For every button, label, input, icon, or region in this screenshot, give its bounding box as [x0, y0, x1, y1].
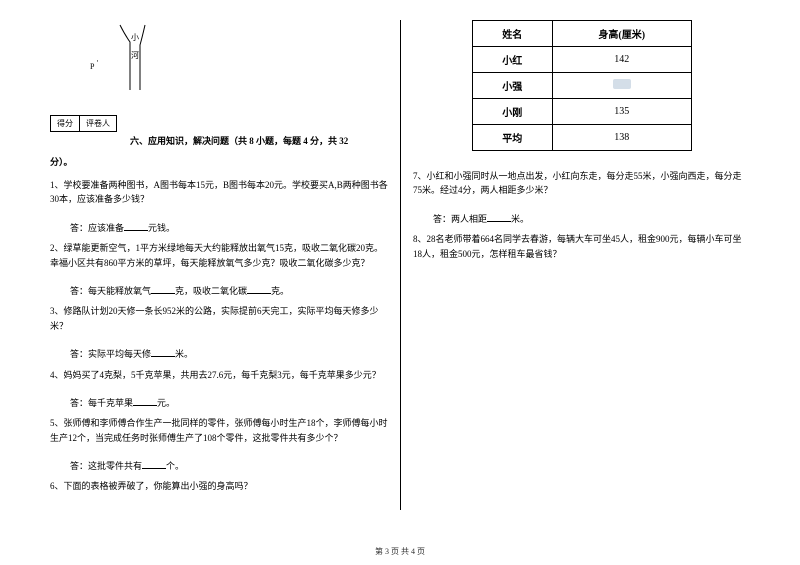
left-column: 小 河 · P 得分 评卷人 六、应用知识，解决问题（共 8 小题，每题 4 分…: [40, 20, 400, 510]
cell-name: 小强: [472, 73, 552, 99]
header-name: 姓名: [472, 21, 552, 47]
diagram-label-he: 河: [131, 50, 139, 61]
ans4-suffix: 元。: [157, 398, 175, 408]
question-6: 6、下面的表格被弄破了，你能算出小强的身高吗？: [50, 479, 388, 493]
right-column: 姓名 身高(厘米) 小红 142 小强 小刚 135 平均 138 7、小红和小…: [400, 20, 760, 510]
table-row: 小刚 135: [472, 99, 691, 125]
score-box: 得分 评卷人: [50, 115, 388, 132]
cell-value-smudge: [552, 73, 691, 99]
ans3-prefix: 答：实际平均每天修: [70, 349, 151, 359]
ans5-suffix: 个。: [166, 461, 184, 471]
question-2: 2、绿草能更新空气，1平方米绿地每天大约能释放出氧气15克，吸收二氧化碳20克。…: [50, 241, 388, 270]
question-8: 8、28名老师带着664名同学去春游，每辆大车可坐45人，租金900元，每辆小车…: [413, 232, 750, 261]
answer-1: 答：应该准备 元钱。: [70, 221, 388, 235]
blank: [133, 396, 157, 406]
ans3-suffix: 米。: [175, 349, 193, 359]
cell-value: 142: [552, 47, 691, 73]
diagram-point-dot: ·: [96, 56, 99, 66]
page-footer: 第 3 页 共 4 页: [0, 546, 800, 557]
score-label: 得分: [50, 115, 80, 132]
cell-value: 138: [552, 125, 691, 151]
question-1: 1、学校要准备两种图书，A图书每本15元，B图书每本20元。学校要买A,B两种图…: [50, 178, 388, 207]
smudge-icon: [613, 79, 631, 89]
question-5: 5、张师傅和李师傅合作生产一批同样的零件，张师傅每小时生产18个，李师傅每小时生…: [50, 416, 388, 445]
section-title-line2: 分）。: [50, 155, 388, 168]
ans2-mid: 克，吸收二氧化碳: [175, 286, 247, 296]
blank: [151, 284, 175, 294]
table-header-row: 姓名 身高(厘米): [472, 21, 691, 47]
blank: [151, 347, 175, 357]
question-4: 4、妈妈买了4克梨，5千克苹果，共用去27.6元，每千克梨3元，每千克苹果多少元…: [50, 368, 388, 382]
header-height: 身高(厘米): [552, 21, 691, 47]
answer-7: 答：两人相距 米。: [433, 212, 750, 226]
table-row: 平均 138: [472, 125, 691, 151]
cell-value: 135: [552, 99, 691, 125]
answer-4: 答：每千克苹果 元。: [70, 396, 388, 410]
ans7-prefix: 答：两人相距: [433, 214, 487, 224]
grader-label: 评卷人: [80, 115, 117, 132]
page-content: 小 河 · P 得分 评卷人 六、应用知识，解决问题（共 8 小题，每题 4 分…: [0, 0, 800, 520]
answer-3: 答：实际平均每天修 米。: [70, 347, 388, 361]
question-3: 3、修路队计划20天修一条长952米的公路，实际提前6天完工，实际平均每天修多少…: [50, 304, 388, 333]
ans5-prefix: 答：这批零件共有: [70, 461, 142, 471]
blank: [124, 221, 148, 231]
question-7: 7、小红和小强同时从一地点出发，小红向东走，每分走55米，小强向西走，每分走75…: [413, 169, 750, 198]
blank: [142, 459, 166, 469]
ans1-prefix: 答：应该准备: [70, 223, 124, 233]
ans2-prefix: 答：每天能释放氧气: [70, 286, 151, 296]
section-title-line1: 六、应用知识，解决问题（共 8 小题，每题 4 分，共 32: [130, 134, 388, 147]
ans2-suffix: 克。: [271, 286, 289, 296]
ans4-prefix: 答：每千克苹果: [70, 398, 133, 408]
answer-2: 答：每天能释放氧气 克，吸收二氧化碳 克。: [70, 284, 388, 298]
table-row: 小强: [472, 73, 691, 99]
ans7-suffix: 米。: [511, 214, 529, 224]
cell-name: 平均: [472, 125, 552, 151]
blank: [487, 212, 511, 222]
diagram-label-xiao: 小: [131, 32, 139, 43]
diagram-label-p: P: [90, 62, 94, 71]
height-table: 姓名 身高(厘米) 小红 142 小强 小刚 135 平均 138: [472, 20, 692, 151]
ans1-suffix: 元钱。: [148, 223, 175, 233]
cell-name: 小刚: [472, 99, 552, 125]
cell-name: 小红: [472, 47, 552, 73]
answer-5: 答：这批零件共有 个。: [70, 459, 388, 473]
river-diagram: 小 河 · P: [90, 20, 180, 100]
blank: [247, 284, 271, 294]
table-row: 小红 142: [472, 47, 691, 73]
